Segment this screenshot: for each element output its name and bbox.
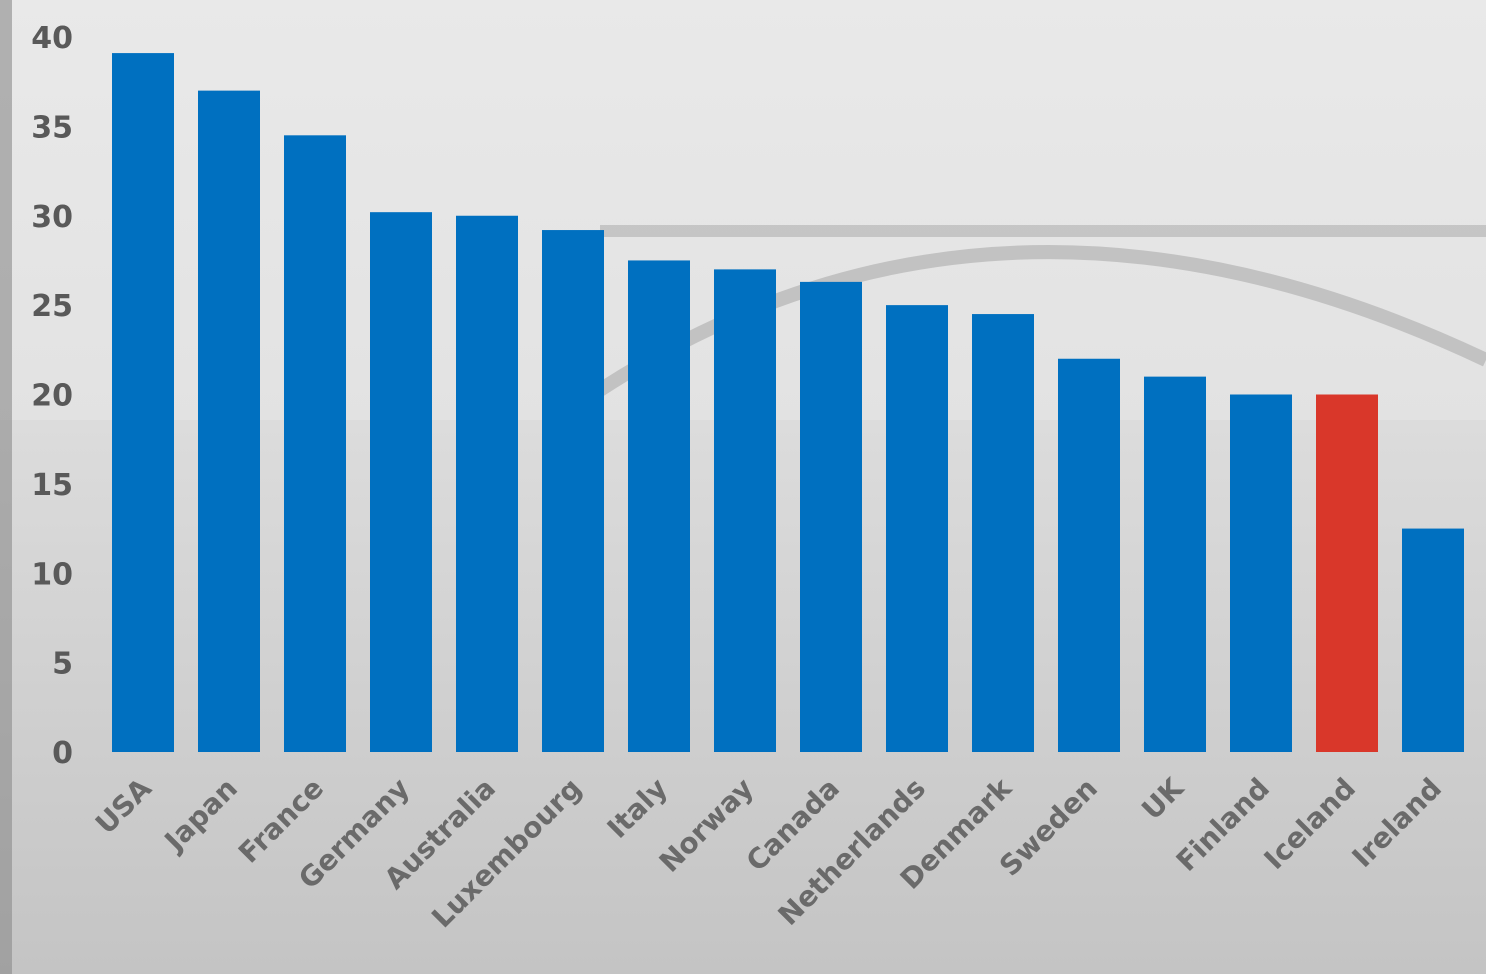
bar-canada (800, 281, 862, 752)
y-tick-label: 20 (31, 379, 73, 414)
bar-usa (112, 53, 174, 752)
y-tick-label: 25 (31, 289, 73, 324)
bar-finland (1230, 394, 1292, 752)
bar-denmark (972, 314, 1034, 752)
y-tick-label: 15 (31, 468, 73, 503)
y-tick-label: 5 (52, 647, 73, 682)
bar-iceland (1316, 394, 1378, 752)
bar-netherlands (886, 305, 948, 752)
bar-australia (456, 215, 518, 752)
bar-uk (1144, 376, 1206, 752)
bar-norway (714, 269, 776, 752)
y-tick-label: 0 (52, 736, 73, 771)
bar-luxembourg (542, 230, 604, 753)
bar-germany (370, 212, 432, 753)
bar-ireland (1402, 528, 1464, 752)
y-tick-label: 40 (31, 21, 73, 56)
bar-italy (628, 260, 690, 752)
bar-sweden (1058, 358, 1120, 752)
bar-france (284, 135, 346, 752)
y-tick-label: 35 (31, 110, 73, 145)
y-tick-label: 30 (31, 200, 73, 235)
bar-japan (198, 90, 260, 752)
y-tick-label: 10 (31, 557, 73, 592)
